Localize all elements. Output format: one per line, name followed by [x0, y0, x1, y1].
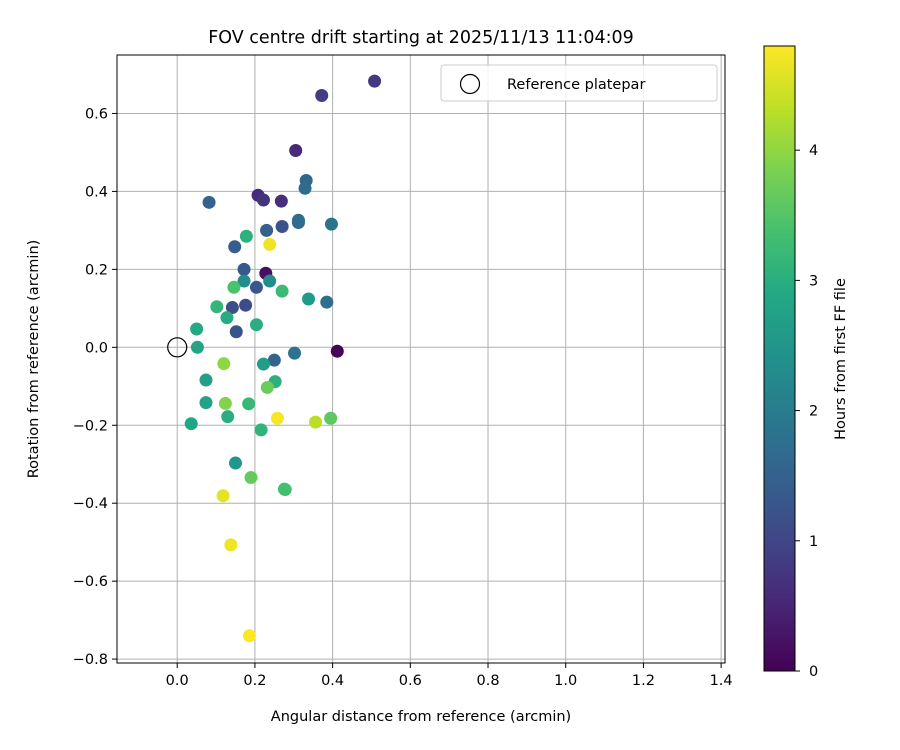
data-point	[242, 397, 256, 411]
data-point	[330, 344, 344, 358]
data-point	[324, 217, 338, 231]
legend-label: Reference platepar	[507, 77, 645, 93]
data-point	[237, 262, 251, 276]
data-point	[278, 483, 292, 497]
reference-platepar-marker	[167, 337, 188, 358]
x-axis-ticks: 0.0 0.2 0.4 0.6 0.8 1.0 1.2 1.4	[166, 663, 733, 689]
data-point	[274, 194, 288, 208]
y-tick-label: −0.4	[73, 496, 108, 512]
data-point	[256, 357, 270, 371]
data-point	[244, 470, 258, 484]
data-point	[202, 195, 216, 209]
x-tick-label: 1.4	[710, 673, 733, 689]
y-tick-label: 0.2	[85, 262, 108, 278]
data-point	[302, 292, 316, 306]
data-point	[239, 229, 253, 243]
data-point	[315, 89, 329, 103]
data-point	[199, 373, 213, 387]
data-point	[275, 284, 289, 298]
data-point	[220, 311, 234, 325]
data-point	[237, 274, 251, 288]
data-point	[224, 538, 238, 552]
colorbar-gradient	[763, 45, 796, 672]
y-tick-label: −0.8	[73, 652, 108, 668]
y-tick-label: −0.2	[73, 418, 108, 434]
data-point	[249, 318, 263, 332]
data-point	[229, 325, 243, 339]
colorbar-tick-label: 3	[809, 273, 818, 289]
data-point	[263, 237, 277, 251]
x-axis-label: Angular distance from reference (arcmin)	[271, 709, 571, 725]
data-point	[242, 629, 256, 643]
data-point	[289, 143, 303, 157]
data-point	[210, 300, 224, 314]
data-point	[309, 415, 323, 429]
x-tick-label: 0.6	[399, 673, 422, 689]
data-point	[217, 357, 231, 371]
data-point	[184, 417, 198, 431]
data-point	[291, 213, 305, 227]
data-point	[270, 411, 284, 425]
data-point	[239, 298, 253, 312]
colorbar: 0 1 2 3 4 Hours from first FF file	[763, 45, 849, 680]
plot-frame	[116, 54, 726, 664]
legend-box	[440, 64, 718, 102]
data-point	[260, 223, 274, 237]
data-point	[275, 219, 289, 233]
x-tick-label: 1.0	[554, 673, 577, 689]
legend: Reference platepar	[440, 64, 718, 102]
x-tick-label: 0.4	[321, 673, 344, 689]
y-axis-ticks: 0.6 0.4 0.2 0.0 −0.2 −0.4 −0.6 −0.8	[73, 106, 117, 668]
data-point	[218, 396, 232, 410]
data-point	[260, 380, 274, 394]
data-point	[228, 240, 242, 254]
data-point	[324, 411, 338, 425]
x-tick-label: 0.2	[243, 673, 266, 689]
legend-reference-marker	[459, 73, 481, 95]
y-tick-label: 0.6	[85, 106, 108, 122]
colorbar-tick-label: 2	[809, 404, 818, 420]
data-point	[225, 301, 239, 315]
data-point	[288, 346, 302, 360]
colorbar-label: Hours from first FF file	[833, 278, 849, 440]
data-point	[267, 353, 281, 367]
colorbar-tick-label: 1	[809, 534, 818, 550]
y-tick-label: −0.6	[73, 574, 108, 590]
data-point	[256, 193, 270, 207]
x-tick-label: 1.2	[632, 673, 655, 689]
data-point	[254, 423, 268, 437]
data-point	[320, 295, 334, 309]
data-points	[184, 74, 382, 643]
data-point	[190, 322, 204, 336]
reference-marker	[167, 337, 188, 358]
data-point	[190, 340, 204, 354]
data-point	[216, 489, 230, 503]
data-point	[221, 410, 235, 424]
colorbar-tick-label: 4	[809, 143, 818, 159]
x-tick-label: 0.0	[166, 673, 189, 689]
data-point	[249, 280, 263, 294]
data-point	[227, 280, 241, 294]
data-point	[298, 181, 312, 195]
data-point	[228, 456, 242, 470]
y-tick-label: 0.4	[85, 184, 108, 200]
chart-title: FOV centre drift starting at 2025/11/13 …	[208, 28, 634, 48]
colorbar-tick-label: 0	[809, 664, 818, 680]
data-point	[263, 274, 277, 288]
y-axis-label: Rotation from reference (arcmin)	[26, 240, 42, 479]
y-tick-label: 0.0	[85, 340, 108, 356]
colorbar-ticks: 0 1 2 3 4	[795, 143, 818, 680]
data-point	[199, 396, 213, 410]
grid-lines	[117, 55, 725, 663]
x-tick-label: 0.8	[476, 673, 499, 689]
data-point	[368, 74, 382, 88]
